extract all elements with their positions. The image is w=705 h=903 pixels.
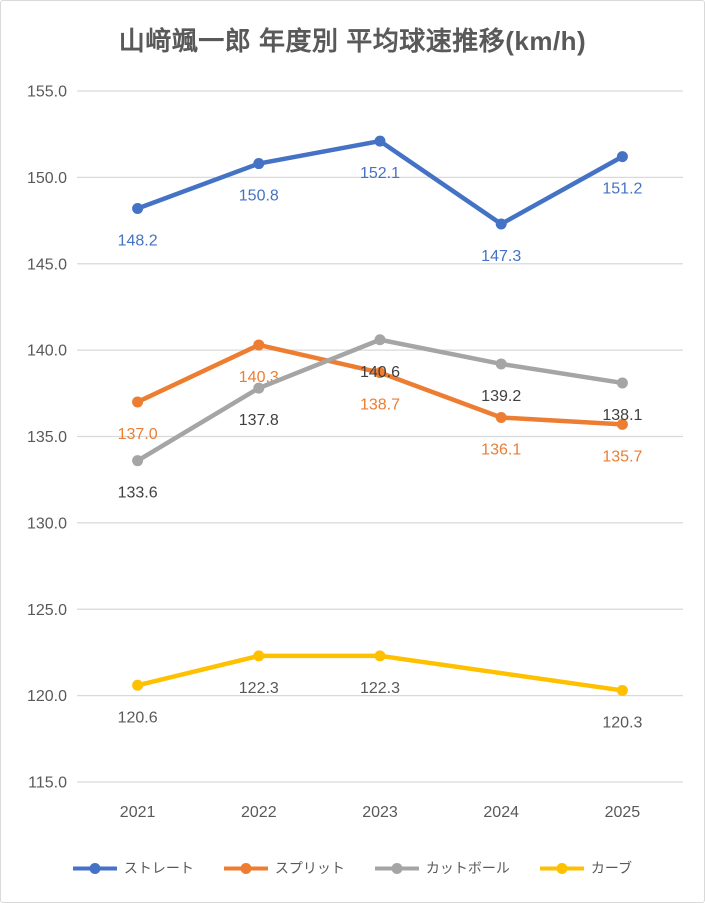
legend-dot-cutball [391, 862, 403, 874]
data-point-marker-straight [132, 202, 144, 214]
x-axis-tick-label: 2022 [241, 804, 277, 821]
legend-line-marker-icon-curve [539, 862, 584, 874]
series-line-curve [135, 653, 625, 693]
data-label-curve: 120.3 [602, 714, 642, 731]
data-label-split: 138.7 [360, 397, 400, 414]
data-label-straight: 148.2 [118, 232, 158, 249]
legend-dot-split [240, 862, 252, 874]
data-label-split: 137.0 [118, 426, 158, 443]
legend-item-straight: ストレート [72, 858, 194, 878]
series-line-straight [135, 138, 625, 227]
x-axis-tick-label: 2025 [605, 804, 641, 821]
legend-label-split: スプリット [274, 860, 345, 876]
data-label-curve: 120.6 [118, 709, 158, 726]
y-axis-tick-label: 120.0 [27, 688, 67, 705]
data-label-curve: 122.3 [360, 680, 400, 697]
y-axis-tick-label: 125.0 [27, 602, 67, 619]
data-point-marker-cutball [616, 377, 628, 389]
legend-line-marker-icon-split [223, 862, 268, 874]
data-point-marker-straight [374, 135, 386, 147]
legend-label-curve: カーブ [590, 860, 633, 876]
data-label-straight: 147.3 [481, 248, 521, 265]
data-label-cutball: 140.6 [360, 364, 400, 381]
data-point-marker-curve [132, 679, 144, 691]
data-point-marker-cutball [132, 455, 144, 467]
data-label-split: 135.7 [602, 448, 642, 465]
data-label-cutball: 138.1 [602, 407, 642, 424]
data-point-marker-split [253, 339, 265, 351]
data-label-cutball: 137.8 [239, 412, 279, 429]
data-label-straight: 150.8 [239, 188, 279, 205]
chart-legend: ストレート スプリット カットボール カーブ [1, 850, 704, 886]
x-axis-tick-label: 2024 [483, 804, 519, 821]
legend-label-straight: ストレート [123, 860, 194, 876]
data-label-split: 136.1 [481, 441, 521, 458]
data-point-marker-straight [253, 158, 265, 170]
data-label-straight: 151.2 [602, 181, 642, 198]
y-axis-tick-label: 150.0 [27, 170, 67, 187]
data-point-marker-cutball [253, 382, 265, 394]
data-point-marker-split [132, 396, 144, 408]
data-label-straight: 152.1 [360, 165, 400, 182]
data-point-marker-curve [374, 650, 386, 662]
data-point-marker-curve [253, 650, 265, 662]
legend-line-marker-icon-straight [72, 862, 117, 874]
y-axis-tick-label: 135.0 [27, 429, 67, 446]
y-axis-tick-label: 140.0 [27, 343, 67, 360]
data-point-marker-straight [495, 218, 507, 230]
y-axis-tick-label: 130.0 [27, 515, 67, 532]
legend-label-cutball: カットボール [425, 860, 510, 876]
legend-item-curve: カーブ [539, 858, 633, 878]
legend-dot-curve [556, 862, 568, 874]
data-point-marker-cutball [374, 334, 386, 346]
x-axis-tick-label: 2021 [120, 804, 156, 821]
data-point-marker-straight [616, 151, 628, 163]
data-point-marker-curve [616, 684, 628, 696]
y-axis-tick-label: 145.0 [27, 256, 67, 273]
data-point-marker-split [495, 411, 507, 423]
legend-line-marker-icon-cutball [374, 862, 419, 874]
data-label-cutball: 139.2 [481, 388, 521, 405]
data-label-cutball: 133.6 [118, 485, 158, 502]
legend-dot-straight [89, 862, 101, 874]
data-point-marker-split [374, 367, 386, 379]
chart-title: 山﨑颯一郎 年度別 平均球速推移(km/h) [118, 26, 587, 56]
data-point-marker-split [616, 418, 628, 430]
data-point-marker-cutball [495, 358, 507, 370]
y-axis-tick-label: 115.0 [28, 775, 67, 792]
data-label-curve: 122.3 [239, 680, 279, 697]
legend-item-split: スプリット [223, 858, 345, 878]
legend-item-cutball: カットボール [374, 858, 510, 878]
y-axis-tick-label: 155.0 [27, 84, 67, 101]
x-axis-tick-label: 2023 [362, 804, 398, 821]
